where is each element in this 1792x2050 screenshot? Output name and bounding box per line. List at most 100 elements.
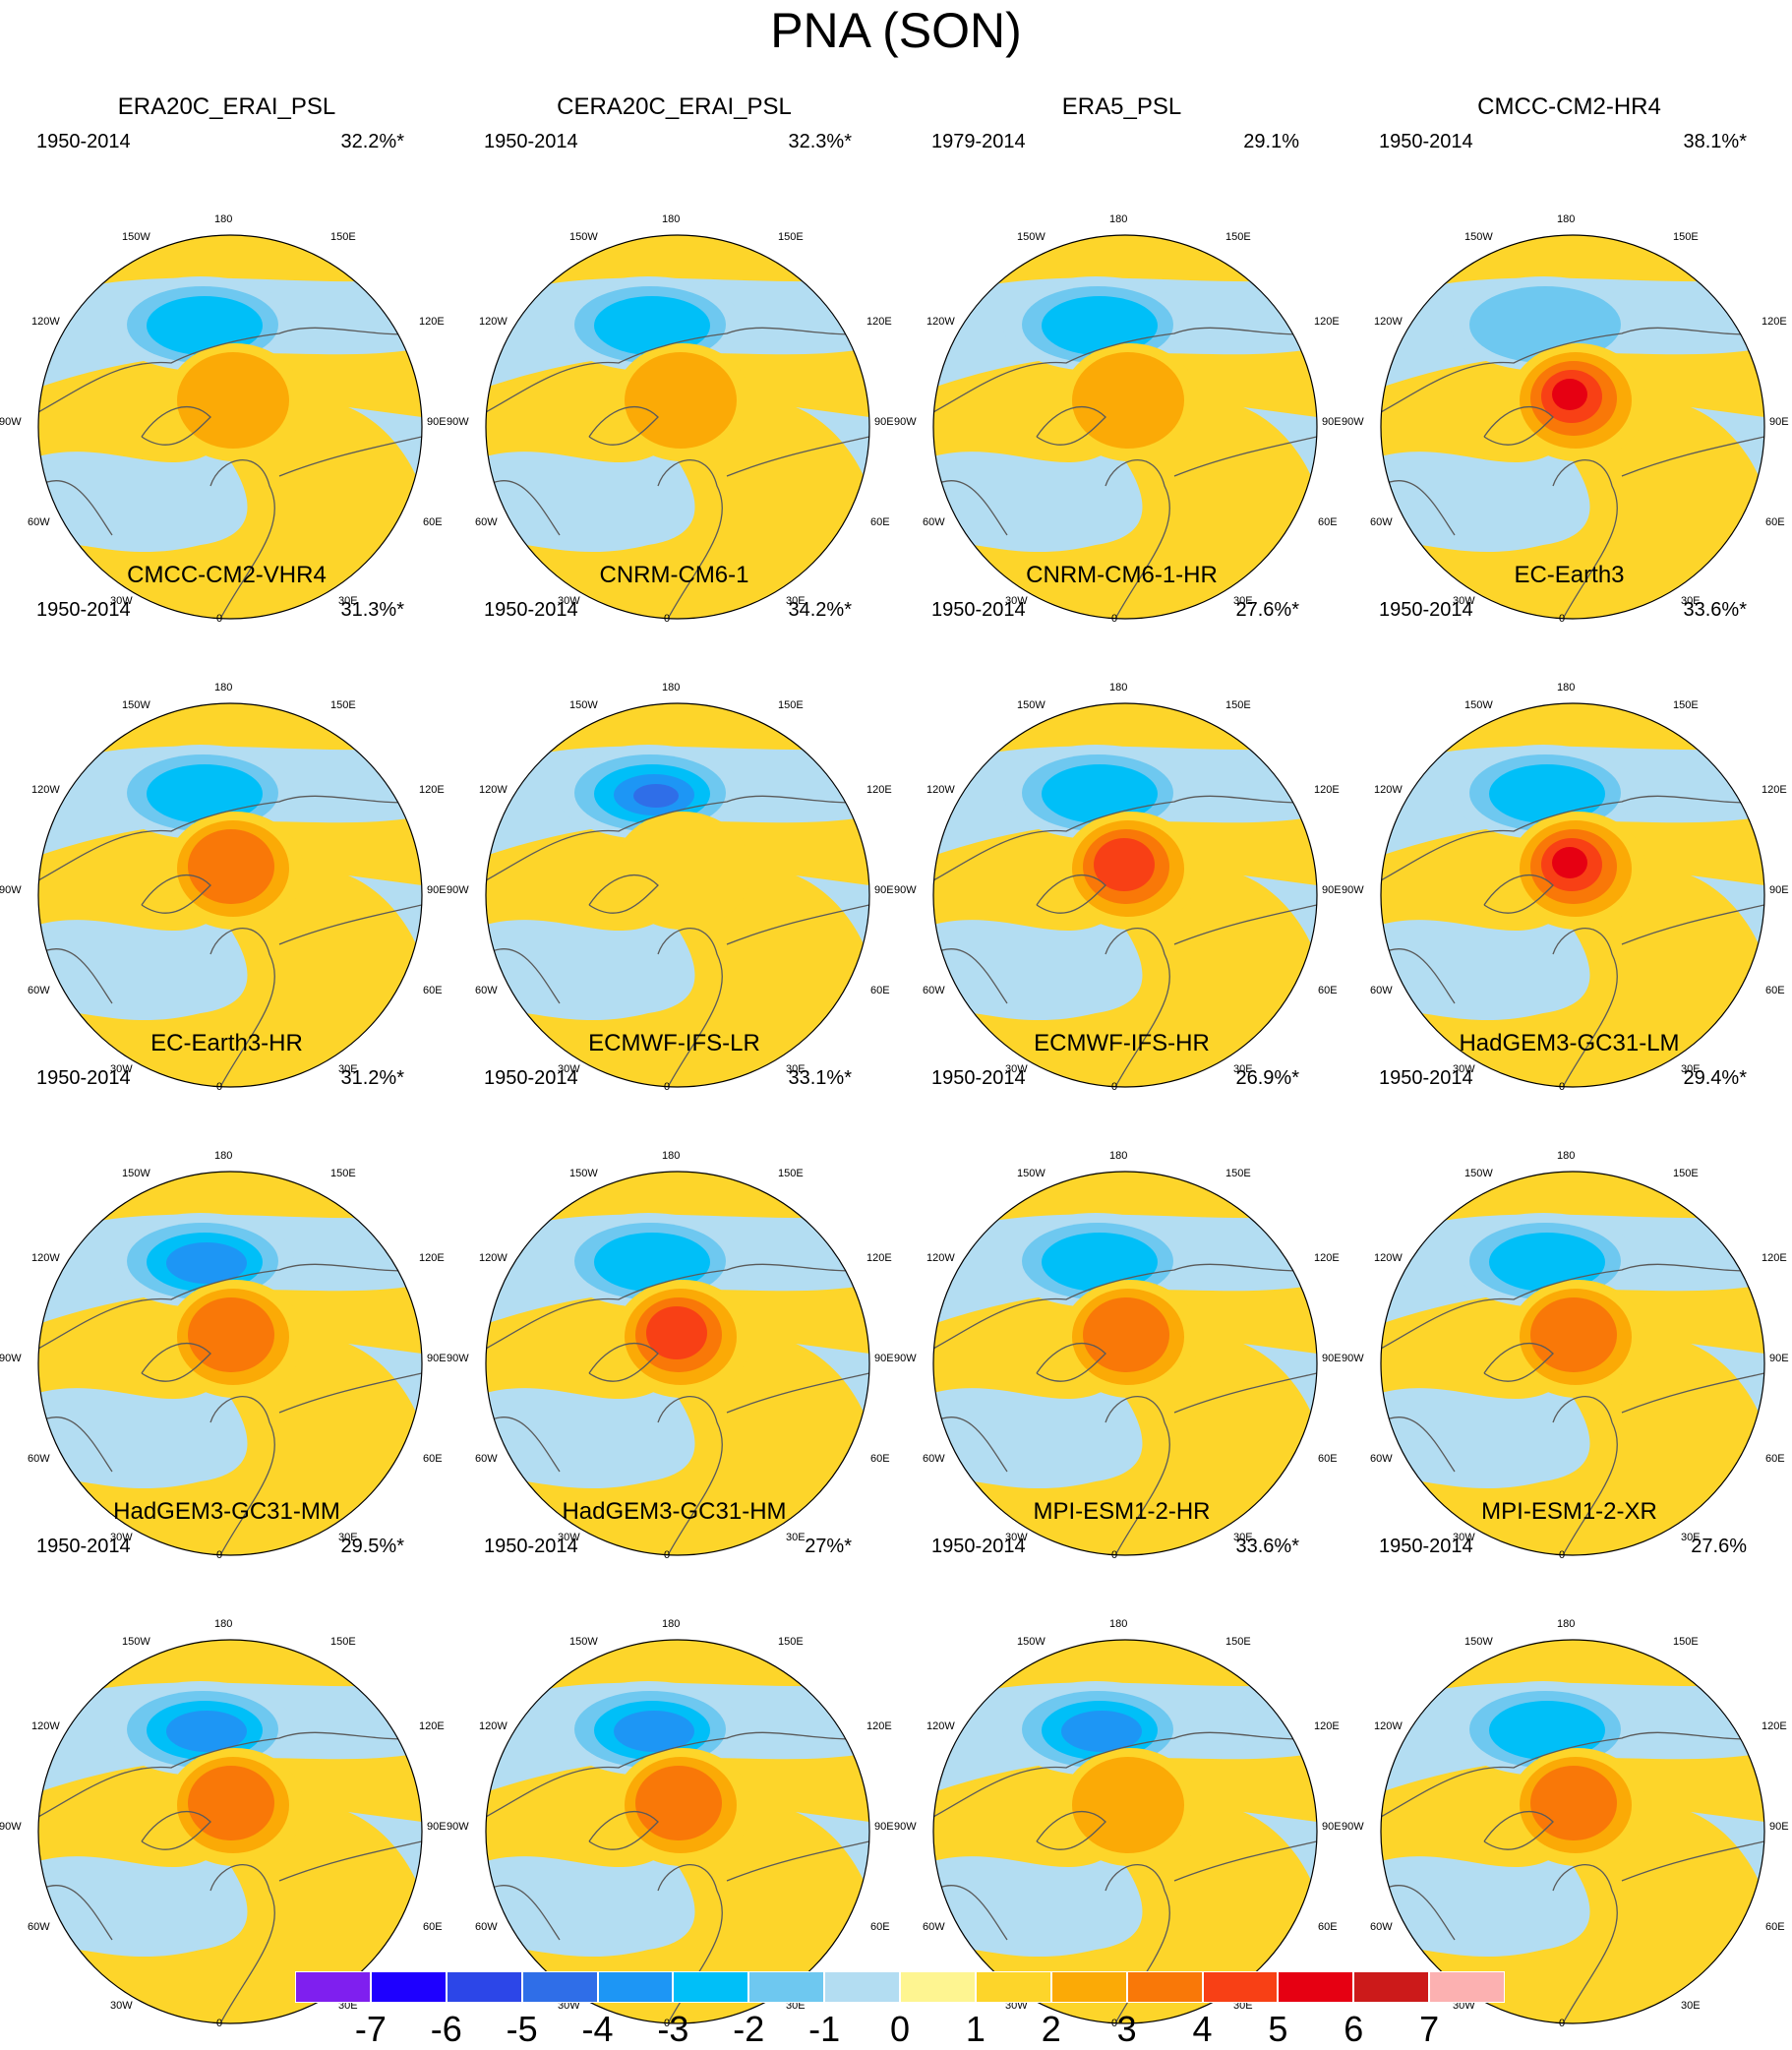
map-border bbox=[932, 1171, 1318, 1556]
positive-contour bbox=[625, 352, 737, 449]
negative-band-atlantic bbox=[38, 447, 248, 553]
negative-contour bbox=[1042, 296, 1158, 355]
positive-contour bbox=[646, 1306, 707, 1359]
longitude-label: 30W bbox=[558, 1532, 580, 1543]
colorbar-tick-label: 3 bbox=[1116, 2009, 1137, 2049]
map-panel: MPI-ESM1-2-XR 180 150W 150E 120W 120E 90W 90E 60… bbox=[1342, 1498, 1792, 2029]
longitude-label: 150E bbox=[1225, 1168, 1251, 1179]
panel-title: MPI-ESM1-2-HR bbox=[1033, 1498, 1211, 1525]
map-border bbox=[1380, 234, 1765, 620]
coastline bbox=[1173, 1372, 1317, 1414]
coastline bbox=[657, 458, 723, 619]
coastline bbox=[1483, 874, 1554, 914]
longitude-label: 150E bbox=[1225, 699, 1251, 711]
colorbar-tick-label: -4 bbox=[581, 2009, 614, 2049]
positive-contour bbox=[177, 352, 289, 449]
negative-band-east bbox=[796, 875, 869, 974]
map-border bbox=[37, 1639, 423, 2024]
positive-contour bbox=[1552, 379, 1587, 410]
panel-explained-variance: 29.5%* bbox=[340, 1536, 405, 1557]
coastline bbox=[486, 795, 869, 881]
longitude-label: 30W bbox=[1005, 595, 1028, 607]
negative-contour bbox=[147, 764, 263, 823]
positive-contour bbox=[1530, 1297, 1617, 1372]
panel-period: 1950-2014 bbox=[36, 1536, 131, 1557]
longitude-label: 90W bbox=[0, 1821, 22, 1833]
colorbar bbox=[295, 1971, 1505, 2005]
positive-contour bbox=[1530, 1766, 1617, 1840]
longitude-label: 120E bbox=[1762, 1720, 1787, 1732]
polar-map bbox=[1380, 234, 1765, 620]
longitude-label: 120E bbox=[1762, 784, 1787, 796]
coastline bbox=[486, 1417, 561, 1473]
longitude-label: 0 bbox=[1111, 1549, 1118, 1561]
panel-title: CMCC-CM2-VHR4 bbox=[127, 562, 327, 588]
coastline bbox=[38, 480, 113, 536]
longitude-label: 90E bbox=[1322, 884, 1342, 896]
negative-band-east bbox=[1691, 1344, 1764, 1442]
longitude-label: 180 bbox=[1109, 1618, 1128, 1630]
negative-band-atlantic bbox=[1381, 447, 1590, 553]
longitude-label: 120W bbox=[926, 316, 955, 328]
coastline bbox=[1381, 795, 1764, 881]
coastline bbox=[141, 874, 211, 914]
coastline bbox=[486, 480, 561, 536]
coastline bbox=[1552, 1395, 1618, 1555]
colorbar-tick-label: -3 bbox=[657, 2009, 689, 2049]
positive-contour bbox=[1552, 847, 1587, 878]
panel-explained-variance: 38.1%* bbox=[1683, 131, 1748, 152]
colorbar-swatch bbox=[673, 1971, 749, 2003]
longitude-label: 180 bbox=[662, 1150, 681, 1162]
longitude-label: 60E bbox=[423, 1921, 443, 1933]
negative-band-atlantic bbox=[1381, 1851, 1590, 1958]
longitude-label: 90W bbox=[0, 1353, 22, 1364]
coastline bbox=[209, 1863, 275, 2023]
polar-map bbox=[485, 1171, 870, 1556]
negative-contour bbox=[147, 296, 263, 355]
coastline bbox=[933, 1731, 1317, 1818]
colorbar-tick-label: 2 bbox=[1041, 2009, 1061, 2049]
colorbar-swatch bbox=[1353, 1971, 1430, 2003]
negative-band-atlantic bbox=[38, 915, 248, 1021]
longitude-label: 180 bbox=[1557, 1618, 1576, 1630]
coastline bbox=[657, 1395, 723, 1555]
negative-contour bbox=[166, 1242, 247, 1284]
map-panel: HadGEM3-GC31-LM 180 150W 150E 120W 120E 90W 90E… bbox=[1342, 1030, 1792, 1561]
longitude-label: 60W bbox=[1370, 1921, 1393, 1933]
longitude-label: 150W bbox=[569, 699, 598, 711]
negative-contour bbox=[166, 1711, 247, 1752]
coastline bbox=[726, 1840, 869, 1882]
coastline bbox=[1381, 480, 1456, 536]
map-panel: ECMWF-IFS-LR 180 150W 150E 120W 120E 90W 90E 60W… bbox=[447, 1030, 898, 1561]
longitude-label: 30W bbox=[1453, 1532, 1475, 1543]
positive-contour bbox=[1094, 838, 1155, 891]
longitude-label: 90E bbox=[427, 884, 447, 896]
longitude-label: 120E bbox=[866, 316, 892, 328]
coastline bbox=[1105, 1395, 1170, 1555]
longitude-label: 150E bbox=[1225, 1636, 1251, 1648]
panel-explained-variance: 26.9%* bbox=[1235, 1067, 1300, 1089]
longitude-label: 30W bbox=[1005, 1063, 1028, 1075]
panel-title: ECMWF-IFS-HR bbox=[1034, 1030, 1210, 1056]
coastline bbox=[1036, 1811, 1106, 1850]
map-panel: CNRM-CM6-1-HR 180 150W 150E 120W 120E 90W 90E 60… bbox=[894, 562, 1345, 1093]
panel-title: EC-Earth3 bbox=[1514, 562, 1625, 588]
map-panel: EC-Earth3 180 150W 150E 120W 120E 90W 90E 60W 60E… bbox=[1342, 562, 1792, 1093]
coastline bbox=[588, 874, 659, 914]
longitude-label: 0 bbox=[664, 613, 671, 625]
colorbar-tick-label: 4 bbox=[1192, 2009, 1213, 2049]
longitude-label: 30W bbox=[1005, 2000, 1028, 2012]
panel-explained-variance: 33.6%* bbox=[1235, 1536, 1300, 1557]
longitude-label: 90W bbox=[894, 1821, 917, 1833]
coastline bbox=[486, 1731, 869, 1818]
map-panel: ERA5_PSL 180 150W 150E 120W 120E 90W 90E 60W 60E 3… bbox=[894, 93, 1345, 625]
longitude-label: 90W bbox=[447, 1353, 469, 1364]
longitude-label: 120W bbox=[31, 1252, 60, 1264]
map-border bbox=[932, 702, 1318, 1088]
coastline bbox=[209, 927, 275, 1087]
coastline bbox=[141, 1343, 211, 1382]
coastline bbox=[141, 406, 211, 446]
longitude-label: 0 bbox=[1111, 613, 1118, 625]
negative-contour bbox=[594, 296, 710, 355]
map-panel: EC-Earth3-HR 180 150W 150E 120W 120E 90W 90E 60W… bbox=[0, 1030, 450, 1561]
